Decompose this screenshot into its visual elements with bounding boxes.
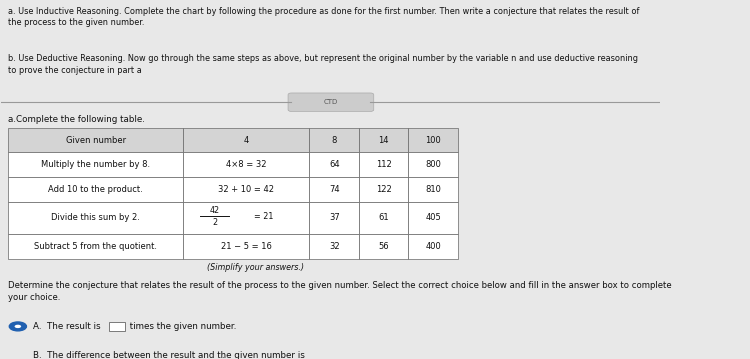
Text: 112: 112 [376,160,392,169]
Text: A.  The result is: A. The result is [33,322,104,331]
Text: 4: 4 [244,136,249,145]
Text: 8: 8 [332,136,337,145]
Text: 74: 74 [329,185,340,194]
Text: Multiply the number by 8.: Multiply the number by 8. [41,160,150,169]
Bar [359,177,408,202]
Bar [184,128,310,153]
Text: 21 − 5 = 16: 21 − 5 = 16 [221,242,272,251]
Bar [359,128,408,153]
Bar [184,234,310,259]
Text: 56: 56 [378,242,389,251]
Text: 32: 32 [329,242,340,251]
Bar [109,322,125,331]
Bar [184,202,310,234]
Bar [203,351,220,359]
Bar [184,153,310,177]
Text: 405: 405 [425,213,441,223]
Bar [310,153,359,177]
Text: Add 10 to the product.: Add 10 to the product. [48,185,143,194]
Circle shape [9,351,26,359]
Text: 42: 42 [210,206,220,215]
Bar [408,153,458,177]
Text: a. Use Inductive Reasoning. Complete the chart by following the procedure as don: a. Use Inductive Reasoning. Complete the… [8,6,639,27]
Bar [408,202,458,234]
Bar [184,177,310,202]
Text: .: . [221,351,224,359]
Bar [8,177,184,202]
Text: 37: 37 [328,213,340,223]
Text: 122: 122 [376,185,392,194]
Text: 4×8 = 32: 4×8 = 32 [226,160,267,169]
Text: a.Complete the following table.: a.Complete the following table. [8,115,145,124]
FancyBboxPatch shape [288,93,374,111]
Text: Determine the conjecture that relates the result of the process to the given num: Determine the conjecture that relates th… [8,281,671,302]
Bar [359,153,408,177]
Text: 800: 800 [425,160,441,169]
Text: b. Use Deductive Reasoning. Now go through the same steps as above, but represen: b. Use Deductive Reasoning. Now go throu… [8,54,638,75]
Bar [310,234,359,259]
Bar [408,128,458,153]
Bar [8,202,184,234]
Bar [8,234,184,259]
Text: 400: 400 [425,242,441,251]
Text: Given number: Given number [66,136,126,145]
Text: 14: 14 [379,136,389,145]
Text: 61: 61 [378,213,389,223]
Bar [8,128,184,153]
Circle shape [9,322,26,331]
Text: = 21: = 21 [254,212,274,221]
Bar [310,177,359,202]
Text: 32 + 10 = 42: 32 + 10 = 42 [218,185,274,194]
Bar [310,202,359,234]
Bar [408,234,458,259]
Text: 64: 64 [329,160,340,169]
Text: B.  The difference between the result and the given number is: B. The difference between the result and… [33,351,308,359]
Text: CTD: CTD [324,99,338,105]
Text: times the given number.: times the given number. [128,322,237,331]
Text: (Simplify your answers.): (Simplify your answers.) [206,263,304,272]
Text: 100: 100 [425,136,441,145]
Bar [310,128,359,153]
Bar [359,202,408,234]
Circle shape [14,325,21,328]
Text: 810: 810 [425,185,441,194]
Bar [8,153,184,177]
Text: Divide this sum by 2.: Divide this sum by 2. [51,213,140,223]
Bar [408,177,458,202]
Text: 2: 2 [212,218,217,227]
Text: Subtract 5 from the quotient.: Subtract 5 from the quotient. [34,242,158,251]
Bar [359,234,408,259]
